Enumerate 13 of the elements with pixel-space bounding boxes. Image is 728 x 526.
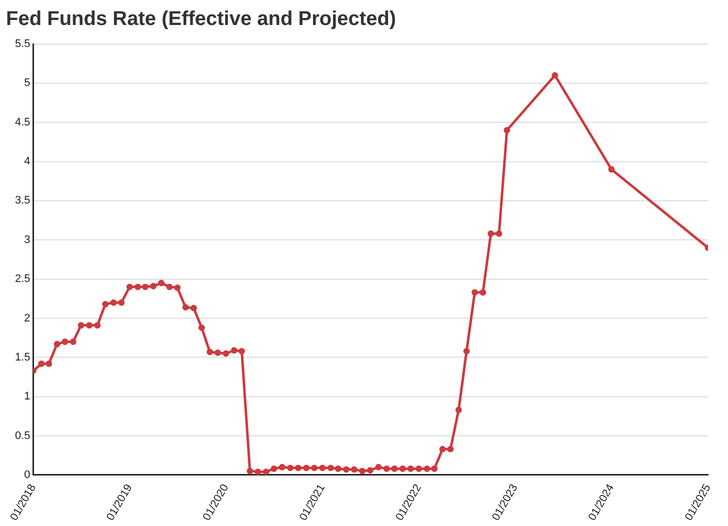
y-tick-label: 4.5 [14,116,30,128]
chart-title: Fed Funds Rate (Effective and Projected) [5,7,398,32]
y-tick-label: 3.5 [14,194,30,207]
y-tick-label: 0 [24,468,30,481]
y-tick-label: 2.5 [14,273,30,286]
y-tick-label: 1.5 [14,351,30,364]
y-tick-label: 5 [24,77,30,90]
y-tick-label: 4 [24,156,30,168]
y-tick-label: 0.5 [14,430,30,442]
y-tick-label: 5.5 [14,38,30,50]
y-tick-label: 2 [24,312,30,324]
y-tick-label: 3 [24,234,30,246]
y-tick-label: 1 [24,390,30,403]
